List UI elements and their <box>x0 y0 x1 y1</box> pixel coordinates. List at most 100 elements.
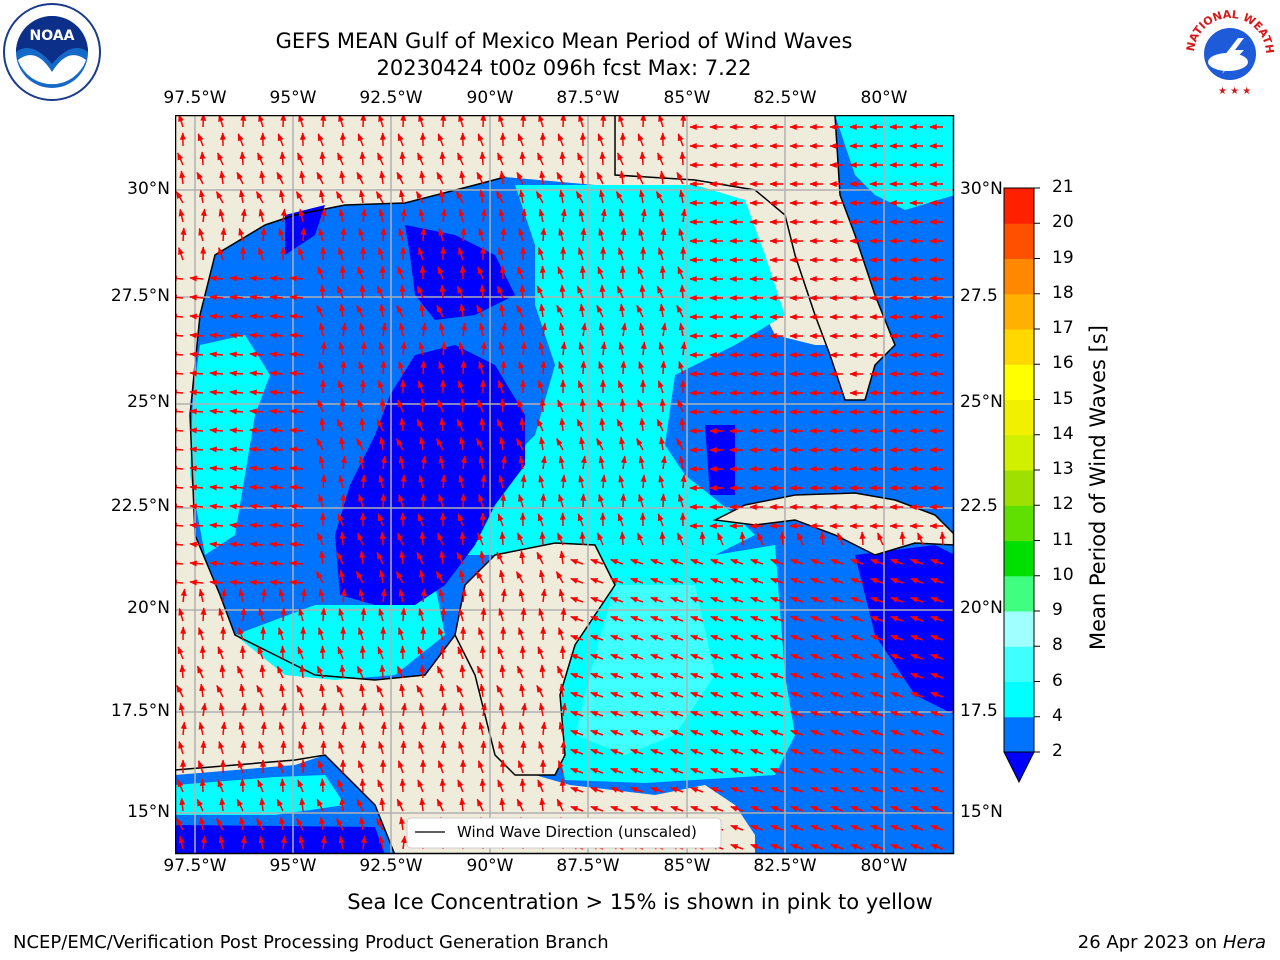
wind-arrow <box>599 151 606 166</box>
wind-arrow <box>870 691 884 698</box>
wind-arrow <box>289 560 304 567</box>
wind-arrow <box>455 191 464 204</box>
wind-arrow <box>178 208 185 223</box>
wind-arrow <box>710 691 724 698</box>
colorbar-tick-label: 15 <box>1052 388 1074 409</box>
wind-arrow <box>438 189 445 204</box>
wind-arrow <box>297 646 304 660</box>
wind-arrow <box>420 322 427 337</box>
wind-arrow <box>850 729 864 736</box>
wind-arrow <box>340 322 347 337</box>
wind-arrow <box>280 208 287 223</box>
wind-arrow <box>438 626 444 641</box>
wind-arrow <box>289 332 304 339</box>
wind-arrow <box>379 531 386 546</box>
wind-arrow <box>597 532 604 546</box>
wind-arrow <box>560 474 567 489</box>
wind-arrow <box>340 360 347 375</box>
wind-arrow <box>438 322 445 337</box>
wind-arrow <box>930 691 944 698</box>
wind-arrow <box>269 541 284 548</box>
wind-arrow <box>519 151 526 166</box>
wind-arrow <box>540 721 547 736</box>
wind-arrow <box>710 577 724 584</box>
wind-arrow <box>639 284 646 299</box>
wind-arrow <box>536 418 544 432</box>
wind-arrow <box>396 171 404 185</box>
wind-arrow <box>218 208 225 223</box>
wind-arrow <box>558 455 565 470</box>
date-line: 26 Apr 2023 on Hera <box>1078 932 1266 953</box>
wind-arrow <box>460 360 467 375</box>
wind-arrow <box>340 493 347 508</box>
wind-arrow <box>556 304 564 318</box>
wind-arrow <box>558 493 564 508</box>
wind-arrow <box>238 721 245 736</box>
wind-arrow <box>196 665 204 679</box>
wind-arrow <box>580 493 587 508</box>
wind-arrow <box>359 550 366 565</box>
wind-arrow <box>336 285 344 299</box>
wind-arrow <box>229 579 244 586</box>
wind-arrow <box>770 577 784 584</box>
wind-arrow <box>175 275 184 282</box>
wind-arrow <box>500 322 507 337</box>
wind-arrow <box>189 579 204 586</box>
wind-arrow <box>476 437 484 451</box>
wind-arrow <box>678 322 685 337</box>
wind-arrow <box>637 399 644 413</box>
wind-arrow <box>610 615 624 622</box>
wind-arrow <box>519 284 526 299</box>
wind-arrow <box>579 531 586 546</box>
wind-arrow <box>336 418 344 432</box>
wind-arrow <box>200 115 207 128</box>
wind-arrow <box>297 152 304 166</box>
wind-arrow <box>579 170 586 185</box>
wind-arrow <box>480 341 487 356</box>
wind-arrow <box>518 322 525 337</box>
wind-arrow <box>318 322 325 337</box>
wind-arrow <box>338 246 344 261</box>
wind-arrow <box>590 672 604 679</box>
wind-arrow <box>478 322 485 337</box>
wind-arrow <box>480 474 487 489</box>
wind-arrow <box>295 191 304 204</box>
wind-arrow <box>636 304 644 318</box>
wind-arrow <box>400 607 407 622</box>
wind-arrow <box>236 171 244 185</box>
wind-arrow <box>638 227 645 242</box>
wind-arrow <box>910 558 924 565</box>
loop-deep <box>705 425 735 495</box>
wind-arrow <box>570 653 584 660</box>
wind-arrow <box>229 389 244 396</box>
wind-arrow <box>269 503 284 510</box>
wind-arrow <box>189 446 204 453</box>
wind-arrow <box>378 246 384 261</box>
wind-arrow <box>639 151 646 166</box>
colorbar-segment <box>1004 575 1034 612</box>
colorbar-segment <box>1004 646 1034 682</box>
wind-arrow <box>380 360 387 375</box>
wind-arrow <box>380 493 387 508</box>
wind-arrow <box>380 721 387 736</box>
wind-arrow <box>229 427 244 434</box>
wind-arrow <box>437 399 444 413</box>
wind-arrow <box>269 408 284 415</box>
wind-arrow <box>496 551 504 565</box>
wind-arrow <box>440 607 447 622</box>
wind-arrow <box>376 418 384 432</box>
wind-arrow <box>299 170 306 185</box>
wind-arrow <box>249 541 264 548</box>
wind-arrow <box>269 275 284 282</box>
lon-tick-bottom: 97.5°W <box>163 856 227 876</box>
wind-arrow <box>175 332 184 339</box>
wind-arrow <box>670 577 684 584</box>
wind-arrow <box>890 653 904 660</box>
wind-arrow <box>710 615 724 622</box>
wind-arrow <box>576 285 584 299</box>
wind-arrow <box>578 246 584 261</box>
wind-arrow <box>438 455 445 470</box>
wind-arrow <box>498 607 505 622</box>
wind-arrow <box>850 653 864 660</box>
wind-arrow <box>597 399 604 413</box>
